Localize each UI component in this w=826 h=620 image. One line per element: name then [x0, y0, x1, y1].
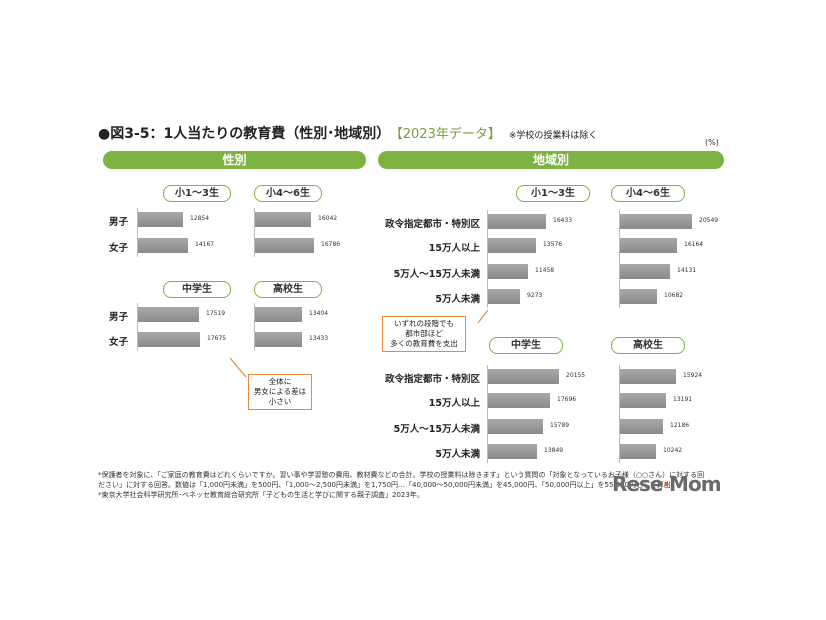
gender-callout: 全体に 男女による差は 小さい — [248, 374, 312, 410]
footnote-1: *保護者を対象に、「ご家庭の教育費はどれくらいですか。習い事や学習塾の費用、教材… — [98, 471, 705, 479]
bar — [255, 212, 311, 227]
bar — [488, 369, 559, 384]
bar — [620, 419, 663, 434]
panel-title: 小1～3生 — [516, 185, 590, 202]
panel-title: 中学生 — [489, 337, 563, 354]
bar-value-label: 13404 — [309, 310, 329, 317]
bar-value-label: 16433 — [553, 217, 573, 224]
bar — [138, 238, 188, 253]
panel-axis — [487, 210, 488, 308]
category-label: 5万人～15万人未満 — [393, 424, 480, 435]
bar — [620, 444, 656, 459]
bar — [620, 214, 692, 229]
bar-value-label: 12854 — [190, 215, 210, 222]
bar — [488, 214, 546, 229]
chart-title: ●図3-5：1人当たりの教育費（性別･地域別） 【2023年データ】 ※学校の授業料… — [98, 123, 597, 143]
panel-axis — [254, 208, 255, 257]
bar — [488, 238, 536, 253]
panel-title: 高校生 — [611, 337, 685, 354]
panel-axis — [137, 303, 138, 351]
panel-title: 小1～3生 — [163, 185, 231, 202]
category-label: 女子 — [108, 243, 128, 254]
category-label: 5万人～15万人未満 — [393, 269, 480, 280]
bar-value-label: 9273 — [527, 292, 543, 299]
bar-value-label: 13433 — [309, 335, 329, 342]
bar-value-label: 20155 — [566, 372, 586, 379]
category-label: 男子 — [108, 217, 128, 228]
section-region-band: 地域別 — [378, 151, 724, 169]
bar-value-label: 16164 — [684, 241, 704, 248]
panel-axis — [254, 303, 255, 351]
bar-value-label: 16042 — [318, 215, 338, 222]
region-callout-leader — [477, 309, 489, 324]
gender-callout-text: 全体に 男女による差は 小さい — [253, 377, 307, 406]
bar — [620, 393, 666, 408]
bar — [138, 332, 200, 347]
category-label: 女子 — [108, 337, 128, 348]
bar — [488, 444, 537, 459]
bar-value-label: 10242 — [663, 447, 683, 454]
bar — [488, 419, 543, 434]
bar-value-label: 14167 — [195, 241, 215, 248]
bar — [488, 393, 550, 408]
resemom-logo: Rese·Mom — [612, 472, 722, 496]
bar-value-label: 15789 — [550, 422, 570, 429]
bar-value-label: 17519 — [206, 310, 226, 317]
category-label: 男子 — [108, 312, 128, 323]
title-main: ●図3-5：1人当たりの教育費（性別･地域別） — [98, 126, 391, 142]
category-label: 15万人以上 — [428, 398, 480, 409]
panel-axis — [619, 365, 620, 463]
logo-text-1: Rese — [612, 472, 663, 496]
panel-axis — [619, 210, 620, 308]
bar — [620, 264, 670, 279]
category-label: 政令指定都市・特別区 — [384, 374, 480, 385]
bar-value-label: 20549 — [699, 217, 719, 224]
bar — [620, 238, 677, 253]
bar — [620, 369, 676, 384]
unit-label: (%) — [705, 138, 719, 147]
title-note: ※学校の授業料は除く — [508, 131, 598, 141]
bar-value-label: 17675 — [207, 335, 227, 342]
bar-value-label: 13849 — [544, 447, 564, 454]
bar — [488, 264, 528, 279]
bar-value-label: 10682 — [664, 292, 684, 299]
logo-dot: · — [662, 472, 670, 496]
panel-title: 小4～6生 — [254, 185, 322, 202]
footnote-3: *東京大学社会科学研究所･ベネッセ教育総合研究所「子どもの生活と学びに関する親子… — [98, 491, 424, 499]
panel-axis — [137, 208, 138, 257]
bar — [255, 238, 314, 253]
category-label: 政令指定都市・特別区 — [384, 219, 480, 230]
bar-value-label: 17696 — [557, 396, 577, 403]
bar-value-label: 13191 — [673, 396, 693, 403]
panel-title: 高校生 — [254, 281, 322, 298]
bar — [488, 289, 520, 304]
panel-title: 中学生 — [163, 281, 231, 298]
bar-value-label: 11458 — [535, 267, 555, 274]
bar — [255, 332, 302, 347]
section-gender-band: 性別 — [103, 151, 366, 169]
bar-value-label: 15924 — [683, 372, 703, 379]
bar-value-label: 12186 — [670, 422, 690, 429]
logo-text-2: Mom — [669, 472, 721, 496]
category-label: 5万人未満 — [435, 449, 480, 460]
category-label: 15万人以上 — [428, 243, 480, 254]
region-callout: いずれの段階でも 都市部ほど 多くの教育費を支出 — [382, 316, 466, 352]
bar — [138, 307, 199, 322]
bar-value-label: 16786 — [321, 241, 341, 248]
category-label: 5万人未満 — [435, 294, 480, 305]
bar — [620, 289, 657, 304]
bar-value-label: 13576 — [543, 241, 563, 248]
bar-value-label: 14131 — [677, 267, 697, 274]
bar — [138, 212, 183, 227]
bar — [255, 307, 302, 322]
panel-axis — [487, 365, 488, 463]
gender-callout-leader — [229, 357, 247, 378]
panel-title: 小4～6生 — [611, 185, 685, 202]
region-callout-text: いずれの段階でも 都市部ほど 多くの教育費を支出 — [390, 319, 458, 348]
footnote-2: ださい」に対する回答。数値は「1,000円未満」を500円、「1,000～2,5… — [98, 481, 678, 489]
title-year: 【2023年データ】 — [396, 127, 501, 142]
